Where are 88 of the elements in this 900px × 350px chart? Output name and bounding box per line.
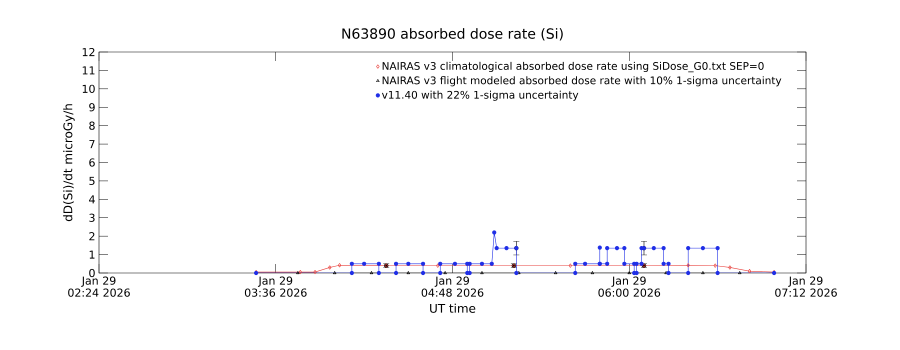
- point: [728, 265, 732, 270]
- point: [701, 271, 705, 274]
- legend-label: NAIRAS v3 climatological absorbed dose rate using SiDose_G0.txt SEP=0: [382, 62, 764, 72]
- x-tick-label: Jan 29 06:00 2026: [598, 276, 660, 297]
- point: [443, 271, 447, 274]
- point: [666, 270, 671, 276]
- point: [338, 263, 342, 268]
- x-tick-label: Jan 29 04:48 2026: [422, 276, 484, 297]
- y-tick-label: 10: [82, 84, 95, 93]
- y-tick-label: 5: [89, 176, 95, 185]
- point: [582, 262, 588, 266]
- point: [514, 270, 518, 276]
- point: [605, 246, 610, 250]
- point: [362, 262, 366, 266]
- point: [504, 246, 509, 250]
- point: [492, 230, 496, 235]
- x-tick-label: Jan 29 07:12 2026: [775, 276, 837, 297]
- point: [376, 270, 381, 276]
- point: [394, 270, 398, 276]
- point: [468, 262, 472, 266]
- point: [420, 270, 426, 276]
- y-tick-label: 6: [89, 158, 95, 167]
- y-tick-label: 12: [82, 48, 94, 56]
- point: [605, 262, 610, 266]
- point: [598, 245, 602, 250]
- y-tick-label: 9: [89, 103, 95, 112]
- chart-title: N63890 absorbed dose rate (Si): [342, 28, 563, 41]
- x-tick-label: Jan 29 02:24 2026: [68, 276, 130, 297]
- point: [420, 262, 426, 266]
- point: [614, 246, 620, 250]
- point: [298, 270, 302, 274]
- point: [490, 262, 494, 266]
- y-tick-label: 4: [89, 195, 95, 204]
- point: [748, 269, 752, 274]
- point: [468, 270, 472, 276]
- point: [639, 262, 644, 266]
- point: [370, 271, 374, 274]
- point: [452, 262, 458, 266]
- point: [700, 246, 705, 250]
- y-axis-title: dD(Si)/dt microGy/h: [63, 104, 75, 222]
- point: [716, 246, 720, 250]
- point: [714, 264, 717, 268]
- legend-label: v11.40 with 22% 1-sigma uncertainty: [382, 90, 578, 101]
- point: [296, 271, 300, 274]
- y-tick-label: 7: [89, 140, 95, 148]
- point: [376, 262, 381, 266]
- point: [590, 271, 594, 274]
- point: [652, 246, 656, 250]
- point: [686, 270, 690, 276]
- point: [738, 271, 742, 274]
- point: [554, 271, 558, 274]
- point: [406, 271, 410, 274]
- point: [438, 270, 442, 276]
- point: [634, 262, 639, 266]
- point: [573, 270, 578, 276]
- point: [622, 246, 626, 250]
- point: [568, 264, 572, 268]
- x-tick-label: Jan 29 03:36 2026: [244, 276, 307, 297]
- y-tick-label: 0: [89, 268, 95, 278]
- point: [662, 246, 666, 250]
- point: [328, 265, 332, 270]
- point: [622, 262, 626, 266]
- y-tick-label: 8: [89, 122, 95, 130]
- legend-label: NAIRAS v3 flight modeled absorbed dose rate with 10% 1-sigma uncertainty: [382, 76, 782, 86]
- point: [350, 262, 354, 266]
- point: [628, 271, 631, 274]
- y-tick-label: 11: [82, 66, 94, 74]
- point: [438, 262, 442, 266]
- point: [662, 262, 666, 266]
- point: [350, 270, 354, 276]
- y-tick-label: 1: [90, 250, 94, 259]
- y-tick-label: 2: [89, 232, 94, 240]
- point: [666, 262, 671, 266]
- point: [406, 262, 410, 266]
- y-tick-label: 3: [89, 214, 95, 222]
- point: [394, 262, 398, 266]
- point: [573, 262, 578, 266]
- point: [436, 264, 440, 268]
- point: [313, 270, 317, 274]
- point: [494, 246, 499, 250]
- point: [634, 270, 639, 276]
- point: [332, 271, 336, 274]
- x-axis-title: UT time: [430, 304, 476, 313]
- point: [686, 263, 690, 268]
- point: [686, 246, 690, 250]
- point: [480, 262, 484, 266]
- point: [716, 270, 720, 276]
- point: [480, 271, 484, 274]
